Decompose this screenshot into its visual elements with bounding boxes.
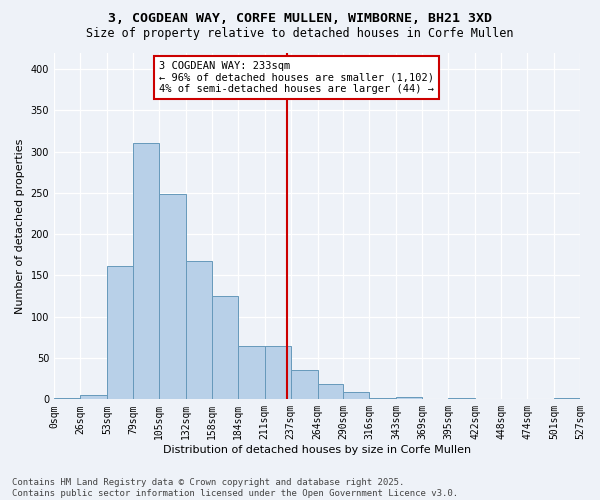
Bar	[159, 194, 186, 400]
Bar	[133, 142, 159, 400]
Text: Size of property relative to detached houses in Corfe Mullen: Size of property relative to detached ho…	[86, 28, 514, 40]
Text: 3 COGDEAN WAY: 233sqm
← 96% of detached houses are smaller (1,102)
4% of semi-de: 3 COGDEAN WAY: 233sqm ← 96% of detached …	[159, 61, 434, 94]
Bar	[186, 262, 212, 400]
Bar	[54, 398, 80, 400]
X-axis label: Distribution of detached houses by size in Corfe Mullen: Distribution of detached houses by size …	[163, 445, 471, 455]
Bar	[238, 346, 265, 400]
Bar	[370, 398, 397, 400]
Bar	[397, 397, 422, 400]
Y-axis label: Number of detached properties: Number of detached properties	[15, 138, 25, 314]
Bar	[107, 266, 133, 400]
Text: Contains HM Land Registry data © Crown copyright and database right 2025.
Contai: Contains HM Land Registry data © Crown c…	[12, 478, 458, 498]
Bar	[343, 392, 370, 400]
Bar	[290, 370, 317, 400]
Bar	[554, 398, 580, 400]
Bar	[317, 384, 343, 400]
Bar	[80, 395, 107, 400]
Bar	[265, 346, 290, 400]
Text: 3, COGDEAN WAY, CORFE MULLEN, WIMBORNE, BH21 3XD: 3, COGDEAN WAY, CORFE MULLEN, WIMBORNE, …	[108, 12, 492, 26]
Bar	[448, 398, 475, 400]
Bar	[501, 398, 527, 400]
Bar	[212, 296, 238, 400]
